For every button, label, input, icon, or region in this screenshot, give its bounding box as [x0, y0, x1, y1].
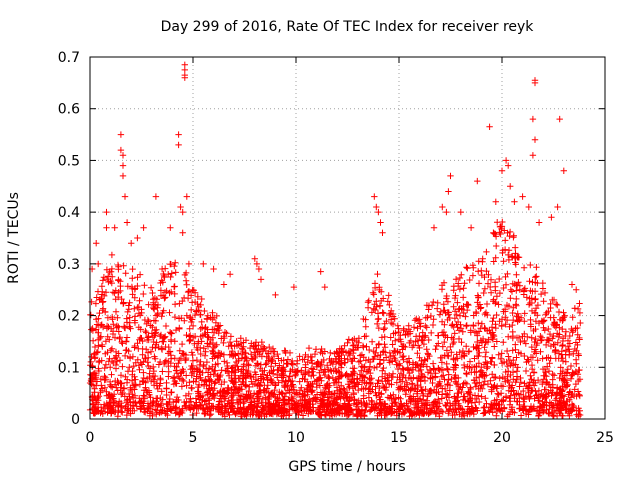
- axis-ticks: [89, 56, 606, 420]
- y-axis-label: ROTI / TECUs: [6, 192, 22, 284]
- y-tick-label: 0.6: [58, 102, 80, 118]
- x-tick-label: 20: [493, 430, 511, 446]
- data-points: [86, 61, 584, 420]
- y-tick-label: 0.1: [58, 360, 80, 376]
- chart-title: Day 299 of 2016, Rate Of TEC Index for r…: [161, 19, 535, 35]
- grid: [90, 57, 605, 419]
- y-tick-label: 0: [71, 412, 80, 428]
- x-tick-label: 0: [86, 430, 95, 446]
- y-tick-label: 0.3: [58, 257, 80, 273]
- y-tick-label: 0.5: [58, 153, 80, 169]
- y-tick-label: 0.4: [58, 205, 80, 221]
- axis-tick-labels: 0 5 10 15 20 25 0 0.1 0.2 0.3 0.4 0.5 0.6 0.7: [58, 50, 614, 446]
- plot-frame: [89, 56, 606, 420]
- y-tick-label: 0.2: [58, 309, 80, 325]
- x-tick-label: 15: [390, 430, 408, 446]
- y-tick-label: 0.7: [58, 50, 80, 66]
- x-tick-label: 10: [287, 430, 305, 446]
- x-tick-label: 5: [189, 430, 198, 446]
- roti-point-series: [86, 61, 584, 420]
- x-tick-label: 25: [596, 430, 614, 446]
- x-axis-label: GPS time / hours: [288, 459, 405, 475]
